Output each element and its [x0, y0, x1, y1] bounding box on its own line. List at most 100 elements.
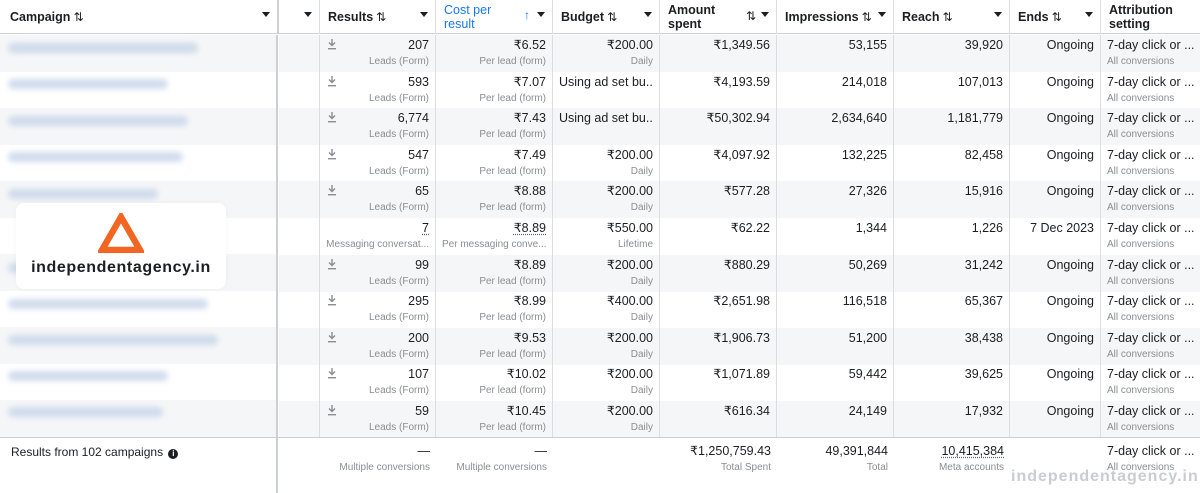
chevron-down-icon[interactable]: [644, 12, 652, 17]
campaign-name-column: independentagency.in: [0, 35, 278, 437]
download-icon[interactable]: [327, 258, 337, 273]
amount-spent-value: ₹616.34: [723, 404, 770, 418]
attribution-type: All conversions: [1107, 312, 1175, 324]
attribution-cell: 7-day click or ... All conversions: [1101, 218, 1200, 255]
results-value: 65: [415, 184, 429, 199]
amount-spent-value: ₹50,302.94: [706, 111, 770, 126]
cost-per-result-value[interactable]: ₹8.89: [513, 221, 546, 235]
info-icon[interactable]: i: [168, 449, 179, 459]
sort-icon[interactable]: ⇅: [861, 10, 872, 24]
attribution-cell: 7-day click or ... All conversions: [1101, 255, 1200, 292]
sort-icon[interactable]: ⇅: [376, 10, 387, 24]
cost-per-result-value: ₹7.43: [513, 111, 546, 126]
blurred-campaign-name[interactable]: [8, 189, 158, 199]
download-icon[interactable]: [327, 368, 337, 382]
chevron-down-icon[interactable]: [878, 12, 886, 17]
sort-icon[interactable]: ⇅: [73, 10, 84, 24]
chevron-down-icon[interactable]: [1085, 12, 1093, 17]
amount-spent-value: ₹2,651.98: [713, 294, 770, 309]
blurred-campaign-name[interactable]: [8, 116, 188, 126]
table-row[interactable]: 547 Leads (Form) ₹7.49 Per lead (form) ₹200.…: [279, 144, 1200, 182]
ends-cell: Ongoing: [1010, 181, 1101, 219]
attribution-cell: 7-day click or ... All conversions: [1101, 181, 1200, 218]
column-header-budget[interactable]: Budget ⇅: [553, 0, 660, 34]
budget-type: Daily: [630, 422, 653, 433]
blurred-campaign-name[interactable]: [8, 79, 168, 89]
column-header-campaign[interactable]: Campaign ⇅: [0, 0, 279, 34]
attribution-cell: 7-day click or ... All conversions: [1101, 35, 1200, 72]
footer-subtext: All conversions: [1107, 462, 1175, 473]
table-row[interactable]: 6,774 Leads (Form) ₹7.43 Per lead (form) Usi…: [279, 108, 1200, 146]
amount-spent-value: ₹1,349.56: [713, 38, 770, 52]
table-row[interactable]: 200 Leads (Form) ₹9.53 Per lead (form) ₹200.…: [279, 327, 1200, 365]
ends-cell: 7 Dec 2023: [1010, 218, 1101, 255]
column-header-reach[interactable]: Reach ⇅: [894, 0, 1010, 34]
amount-spent-value: ₹577.28: [723, 184, 770, 199]
chevron-down-icon[interactable]: [537, 12, 545, 17]
attribution-value: 7-day click or ...: [1107, 367, 1194, 382]
table-row[interactable]: 295 Leads (Form) ₹8.99 Per lead (form) ₹400.…: [279, 291, 1200, 329]
results-value: 295: [408, 294, 429, 309]
sort-icon[interactable]: ⇅: [942, 10, 953, 24]
chevron-down-icon[interactable]: [761, 12, 769, 17]
budget-cell: ₹200.00 Daily: [553, 144, 660, 182]
blurred-campaign-name[interactable]: [8, 43, 198, 53]
sort-ascending-icon[interactable]: ↑: [524, 8, 530, 22]
blurred-campaign-name[interactable]: [8, 371, 168, 381]
chevron-down-icon[interactable]: [262, 12, 270, 17]
table-row[interactable]: 207 Leads (Form) ₹6.52 Per lead (form) ₹200.…: [279, 35, 1200, 72]
cost-per-result-value: ₹6.52: [513, 38, 546, 52]
reach-value: 1,181,779: [947, 111, 1003, 126]
budget-cell: ₹200.00 Daily: [553, 254, 660, 292]
attribution-type: All conversions: [1107, 385, 1175, 397]
results-value[interactable]: 7: [422, 221, 429, 235]
chevron-down-icon[interactable]: [304, 12, 312, 17]
chevron-down-icon[interactable]: [420, 12, 428, 17]
download-cell: [279, 71, 336, 109]
download-icon[interactable]: [327, 112, 337, 126]
table-row[interactable]: 65 Leads (Form) ₹8.88 Per lead (form) ₹200.0…: [279, 181, 1200, 219]
column-header-ends[interactable]: Ends ⇅: [1010, 0, 1101, 34]
budget-cell: ₹200.00 Daily: [553, 327, 660, 365]
column-header-results[interactable]: Results ⇅: [320, 0, 436, 34]
attribution-value: 7-day click or ...: [1107, 404, 1194, 418]
sort-icon[interactable]: ⇅: [607, 10, 618, 24]
table-row[interactable]: 593 Leads (Form) ₹7.07 Per lead (form) Using…: [279, 71, 1200, 109]
column-header-label: Campaign: [10, 10, 71, 24]
download-icon[interactable]: [327, 405, 337, 419]
download-icon[interactable]: [327, 331, 337, 346]
table-row[interactable]: 7 Messaging conversat... ₹8.89 Per messagin…: [279, 218, 1200, 255]
download-icon[interactable]: [327, 295, 337, 309]
impressions-cell: 50,269: [777, 254, 894, 292]
results-cell: 547 Leads (Form): [320, 144, 436, 182]
table-row[interactable]: 59 Leads (Form) ₹10.45 Per lead (form) ₹200.…: [279, 401, 1200, 438]
amount-spent-value: ₹1,906.73: [713, 330, 770, 345]
cost-per-result-value: ₹7.49: [513, 147, 546, 162]
column-header-label: Ends: [1018, 10, 1049, 24]
blurred-campaign-name[interactable]: [8, 299, 208, 309]
download-icon[interactable]: [327, 75, 337, 90]
reach-value: 17,932: [964, 404, 1003, 418]
column-header-attribution[interactable]: Attribution setting: [1101, 0, 1200, 34]
column-header-cost-per-result[interactable]: Cost per result ↑: [436, 0, 553, 34]
footer-value[interactable]: 10,415,384: [941, 444, 1004, 458]
download-icon[interactable]: [327, 185, 337, 199]
amount-spent-value: ₹62.22: [730, 221, 770, 235]
column-header-amount-spent[interactable]: Amount spent ⇅: [660, 0, 777, 34]
column-header-impressions[interactable]: Impressions ⇅: [777, 0, 894, 34]
download-icon[interactable]: [327, 39, 337, 53]
results-cell: 99 Leads (Form): [320, 254, 436, 292]
results-type: Messaging conversat...: [326, 239, 429, 250]
attribution-value: 7-day click or ...: [1107, 294, 1194, 309]
attribution-value: 7-day click or ...: [1107, 330, 1194, 345]
sort-icon[interactable]: ⇅: [745, 9, 756, 23]
blurred-campaign-name[interactable]: [8, 407, 163, 417]
table-row[interactable]: 99 Leads (Form) ₹8.89 Per lead (form) ₹200.0…: [279, 254, 1200, 292]
chevron-down-icon[interactable]: [994, 12, 1002, 17]
blurred-campaign-name[interactable]: [8, 152, 183, 162]
budget-type: Daily: [630, 348, 653, 360]
blurred-campaign-name[interactable]: [8, 335, 218, 345]
sort-icon[interactable]: ⇅: [1051, 10, 1062, 24]
download-icon[interactable]: [327, 148, 337, 163]
table-row[interactable]: 107 Leads (Form) ₹10.02 Per lead (form) ₹200…: [279, 364, 1200, 402]
